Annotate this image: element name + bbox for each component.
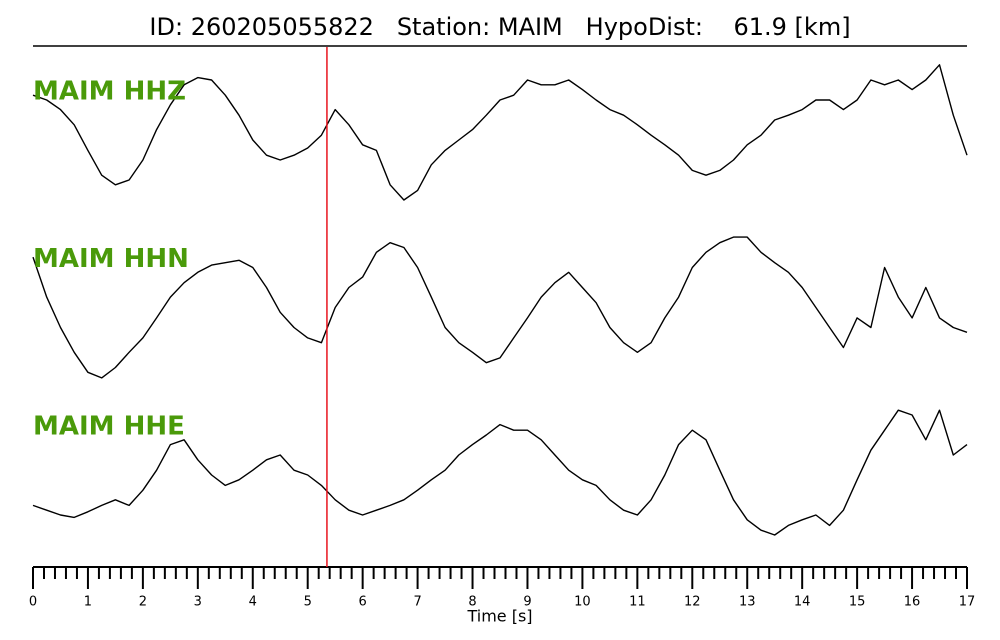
x-tick-label: 4 xyxy=(249,595,257,610)
trace-label: MAIM HHZ xyxy=(33,77,186,107)
x-axis-label: Time [s] xyxy=(466,607,532,626)
trace xyxy=(32,64,968,201)
x-tick-label: 15 xyxy=(849,595,866,610)
x-tick-label: 5 xyxy=(304,595,312,610)
x-tick-label: 1 xyxy=(84,595,92,610)
x-tick-label: 3 xyxy=(194,595,202,610)
x-tick-label: 10 xyxy=(574,595,591,610)
trace xyxy=(32,236,968,379)
x-tick-label: 2 xyxy=(139,595,147,610)
chart-title: ID: 260205055822 Station: MAIM HypoDist:… xyxy=(149,13,850,41)
trace-label: MAIM HHE xyxy=(33,412,185,442)
x-tick-label: 16 xyxy=(904,595,921,610)
x-tick-label: 7 xyxy=(413,595,421,610)
x-tick-label: 9 xyxy=(523,595,531,610)
x-tick-label: 14 xyxy=(794,595,811,610)
x-tick-label: 0 xyxy=(29,595,37,610)
x-tick-label: 12 xyxy=(684,595,701,610)
x-tick-label: 6 xyxy=(359,595,367,610)
x-tick-label: 13 xyxy=(739,595,756,610)
x-tick-label: 8 xyxy=(468,595,476,610)
x-tick-label: 17 xyxy=(959,595,976,610)
x-tick-label: 11 xyxy=(629,595,646,610)
trace xyxy=(32,409,968,536)
trace-label: MAIM HHN xyxy=(33,244,189,274)
